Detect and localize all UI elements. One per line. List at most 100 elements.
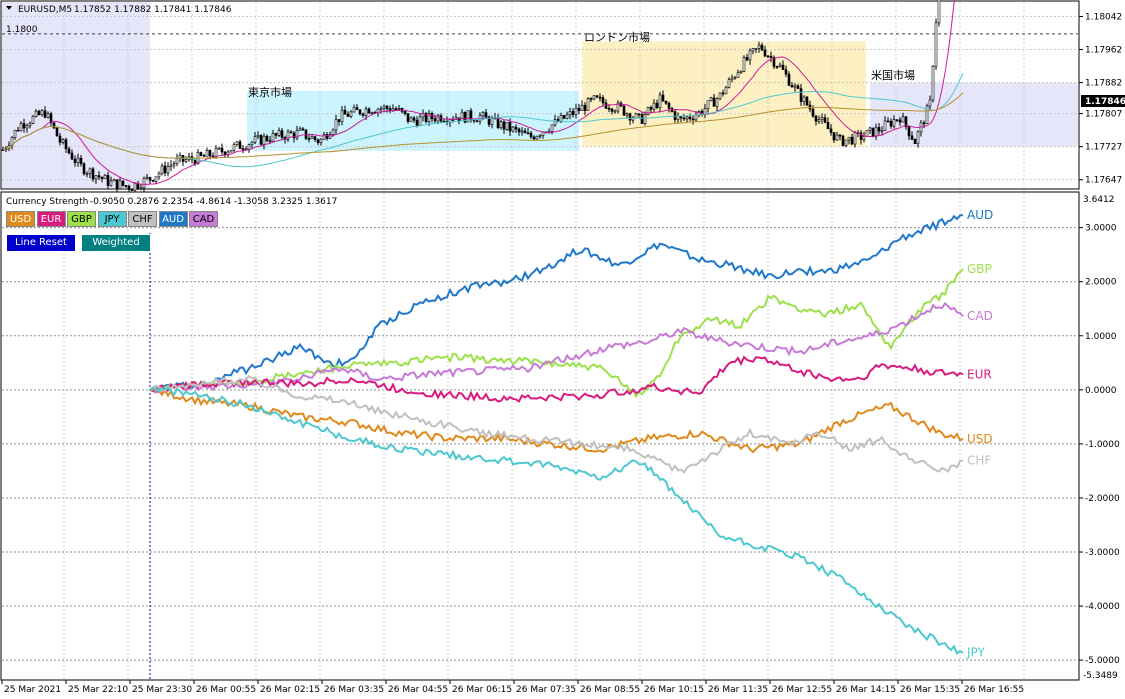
candle-body xyxy=(322,134,326,140)
candle-body xyxy=(874,127,878,137)
candle-body xyxy=(289,131,293,134)
candle-body xyxy=(142,177,146,189)
candle-body xyxy=(913,139,917,144)
session-label: 米国市場 xyxy=(871,68,915,82)
currency-toggle-chf[interactable]: CHF xyxy=(128,211,157,227)
candle-body xyxy=(745,57,749,61)
candle-body xyxy=(523,130,527,134)
candle-body xyxy=(109,180,113,186)
candle-body xyxy=(355,107,359,111)
chart-title: EURUSD,M5 xyxy=(18,5,72,15)
time-tick-label: 26 Mar 02:15 xyxy=(260,685,320,695)
candle-body xyxy=(928,99,932,107)
candle-body xyxy=(298,128,302,131)
candle-body xyxy=(634,113,638,119)
candle-body xyxy=(370,112,374,114)
candle-body xyxy=(250,141,254,146)
currency-toggle-cad[interactable]: CAD xyxy=(189,211,218,227)
series-label-aud: AUD xyxy=(967,208,993,222)
candle-body xyxy=(667,102,671,109)
candle-body xyxy=(868,127,872,131)
candle-body xyxy=(220,147,224,153)
time-tick-label: 26 Mar 11:35 xyxy=(708,685,768,695)
candle-body xyxy=(100,176,104,179)
candle-body xyxy=(661,94,665,102)
candle-body xyxy=(841,135,845,146)
series-label-eur: EUR xyxy=(967,367,992,381)
currency-toggle-eur[interactable]: EUR xyxy=(36,211,66,227)
time-tick-label: 26 Mar 14:15 xyxy=(836,685,896,695)
candle-body xyxy=(16,129,20,132)
candle-body xyxy=(925,105,929,124)
candle-body xyxy=(778,64,782,67)
candle-body xyxy=(922,122,926,125)
time-tick-label: 26 Mar 15:35 xyxy=(900,685,960,695)
line-reset-button[interactable]: Line Reset xyxy=(6,234,76,252)
candle-body xyxy=(571,111,575,115)
candle-body xyxy=(256,135,260,138)
candle-body xyxy=(835,134,839,141)
candle-body xyxy=(676,115,680,120)
candle-body xyxy=(139,187,143,190)
candle-body xyxy=(121,180,125,186)
price-tick-label: 1.17882 xyxy=(1085,79,1122,89)
candle-body xyxy=(736,72,740,78)
time-tick-label: 26 Mar 07:35 xyxy=(516,685,576,695)
currency-toggle-aud[interactable]: AUD xyxy=(158,211,188,227)
candle-body xyxy=(658,94,662,109)
candle-body xyxy=(877,127,881,132)
candle-body xyxy=(934,22,938,67)
candle-body xyxy=(169,164,173,167)
candle-body xyxy=(898,119,902,123)
candle-body xyxy=(49,113,53,124)
currency-toggle-usd[interactable]: USD xyxy=(6,211,35,227)
candle-body xyxy=(379,108,383,110)
currency-toggle-jpy[interactable]: JPY xyxy=(97,211,127,227)
candle-body xyxy=(766,55,770,58)
candle-body xyxy=(565,114,569,119)
candle-body xyxy=(757,44,761,49)
candle-body xyxy=(415,119,419,126)
candle-body xyxy=(787,73,791,86)
candle-body xyxy=(229,149,233,153)
weighted-button[interactable]: Weighted xyxy=(81,234,151,252)
candle-body xyxy=(628,113,632,121)
time-tick-label: 26 Mar 03:35 xyxy=(324,685,384,695)
candle-body xyxy=(796,85,800,89)
candle-body xyxy=(340,109,344,122)
candle-body xyxy=(649,107,653,110)
candle-body xyxy=(727,79,731,88)
candle-body xyxy=(40,110,44,116)
candle-body xyxy=(706,100,710,109)
candle-body xyxy=(301,128,305,131)
candle-body xyxy=(319,138,323,143)
candle-body xyxy=(46,113,50,118)
candle-body xyxy=(514,126,518,130)
candle-body xyxy=(580,104,584,111)
candle-body xyxy=(433,118,437,122)
candle-body xyxy=(610,108,614,112)
candle-body xyxy=(721,92,725,95)
candle-body xyxy=(70,152,74,160)
collapse-arrow-icon[interactable] xyxy=(6,6,12,10)
candle-body xyxy=(115,179,119,190)
candle-body xyxy=(310,136,314,139)
candle-body xyxy=(316,139,320,143)
candle-body xyxy=(385,105,389,109)
candle-body xyxy=(532,136,536,140)
candle-body xyxy=(253,136,257,143)
candle-body xyxy=(394,108,398,110)
strength-ymin-label: -5.3489 xyxy=(1083,671,1118,681)
candle-body xyxy=(172,163,176,166)
candle-body xyxy=(748,50,752,61)
candle-body xyxy=(82,163,86,175)
candle-body xyxy=(295,130,299,139)
candle-body xyxy=(280,130,284,138)
candle-body xyxy=(577,107,581,111)
candle-body xyxy=(892,119,896,127)
candle-body xyxy=(262,135,266,145)
candle-body xyxy=(397,107,401,110)
candle-body xyxy=(490,118,494,125)
currency-toggle-gbp[interactable]: GBP xyxy=(67,211,96,227)
